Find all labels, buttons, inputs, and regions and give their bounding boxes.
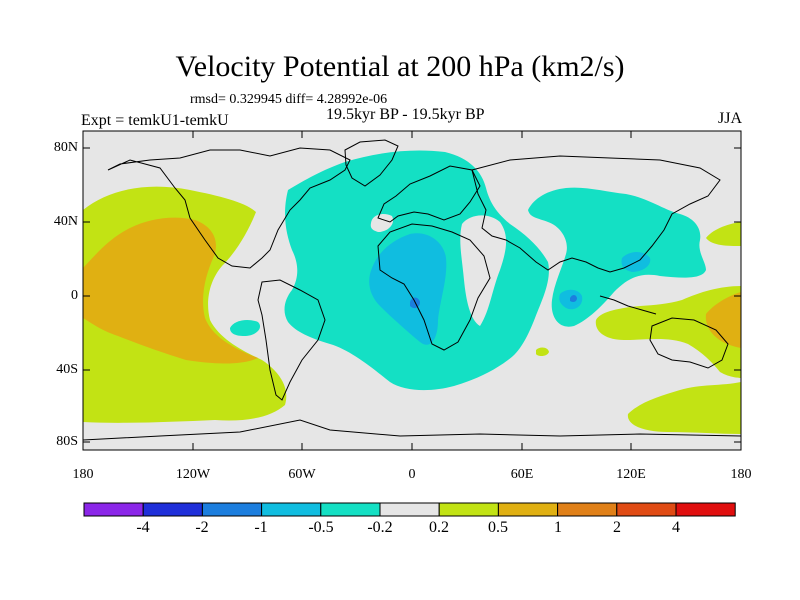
colorbar-box	[261, 502, 322, 517]
lon-label-180w: 180	[72, 467, 94, 482]
contour-hole-iberia	[370, 214, 394, 232]
colorbar-label: -1	[254, 519, 268, 536]
colorbar-box	[379, 502, 440, 517]
season-label: JJA	[717, 110, 742, 127]
coastline-greenland	[344, 139, 399, 187]
lon-label-180e: 180	[730, 467, 752, 482]
coastline-north-america	[107, 147, 351, 269]
coastline-africa	[377, 223, 491, 351]
colorbar-label: 0.2	[429, 519, 449, 536]
colorbar-box	[83, 502, 144, 517]
colorbar-label: -4	[136, 519, 150, 536]
contour-hole-east-africa	[460, 215, 507, 326]
colorbar-box	[320, 502, 381, 517]
lon-label-0: 0	[408, 467, 416, 482]
colorbar-box	[142, 502, 203, 517]
colorbar-label: -2	[195, 519, 209, 536]
period-label: 19.5kyr BP - 19.5kyr BP	[326, 106, 485, 123]
lat-label-80n: 80N	[53, 140, 78, 155]
colorbar-label: -0.2	[367, 519, 393, 536]
colorbar-box	[497, 502, 559, 517]
contour-region-indian-positive-south	[627, 382, 741, 434]
contour-region-east-strong-positive	[705, 292, 741, 348]
contour-region-south-america-small-negative	[230, 320, 261, 336]
coastlines	[83, 139, 741, 441]
contour-region-pacific-strong-positive	[83, 217, 258, 364]
colorbar-label: 1	[554, 519, 562, 536]
colorbar-box	[201, 502, 263, 517]
chart-title: Velocity Potential at 200 hPa (km2/s)	[175, 50, 625, 83]
colorbar-box	[675, 502, 736, 517]
colorbar-box	[557, 502, 618, 517]
colorbar-label: 2	[613, 519, 621, 536]
coastline-indonesia	[599, 295, 657, 315]
coastline-australia	[649, 317, 729, 369]
map-area	[83, 131, 741, 450]
contour-region-africa-negative-strong	[369, 233, 447, 345]
lon-label-60e: 60E	[510, 467, 534, 482]
colorbar-label: 4	[672, 519, 680, 536]
lat-label-0: 0	[71, 288, 78, 303]
colorbar	[83, 502, 736, 517]
colorbar-label: -0.5	[308, 519, 334, 536]
coastline-antarctica	[83, 419, 741, 441]
lat-label-40s: 40S	[56, 362, 78, 377]
lon-label-120w: 120W	[175, 467, 211, 482]
contour-region-indian-negative-core	[570, 295, 577, 302]
map-frame	[82, 130, 742, 451]
colorbar-label: 0.5	[488, 519, 508, 536]
lat-label-80s: 80S	[56, 434, 78, 449]
coastline-south-america	[257, 279, 326, 401]
lon-label-120e: 120E	[616, 467, 646, 482]
experiment-label: Expt = temkU1-temkU	[81, 112, 229, 129]
contour-region-africa-small-positive	[536, 347, 549, 357]
coastline-europe	[377, 165, 481, 223]
lon-label-60w: 60W	[288, 467, 316, 482]
contour-region-eastern-positive	[595, 286, 741, 378]
stats-text: rmsd= 0.329945 diff= 4.28992e-06	[190, 92, 388, 107]
lat-label-40n: 40N	[53, 214, 78, 229]
contour-region-westpac-positive-north	[706, 222, 741, 246]
colorbar-box	[438, 502, 499, 517]
coastline-asia	[471, 155, 721, 273]
colorbar-box	[616, 502, 677, 517]
map-ticks	[83, 131, 741, 450]
